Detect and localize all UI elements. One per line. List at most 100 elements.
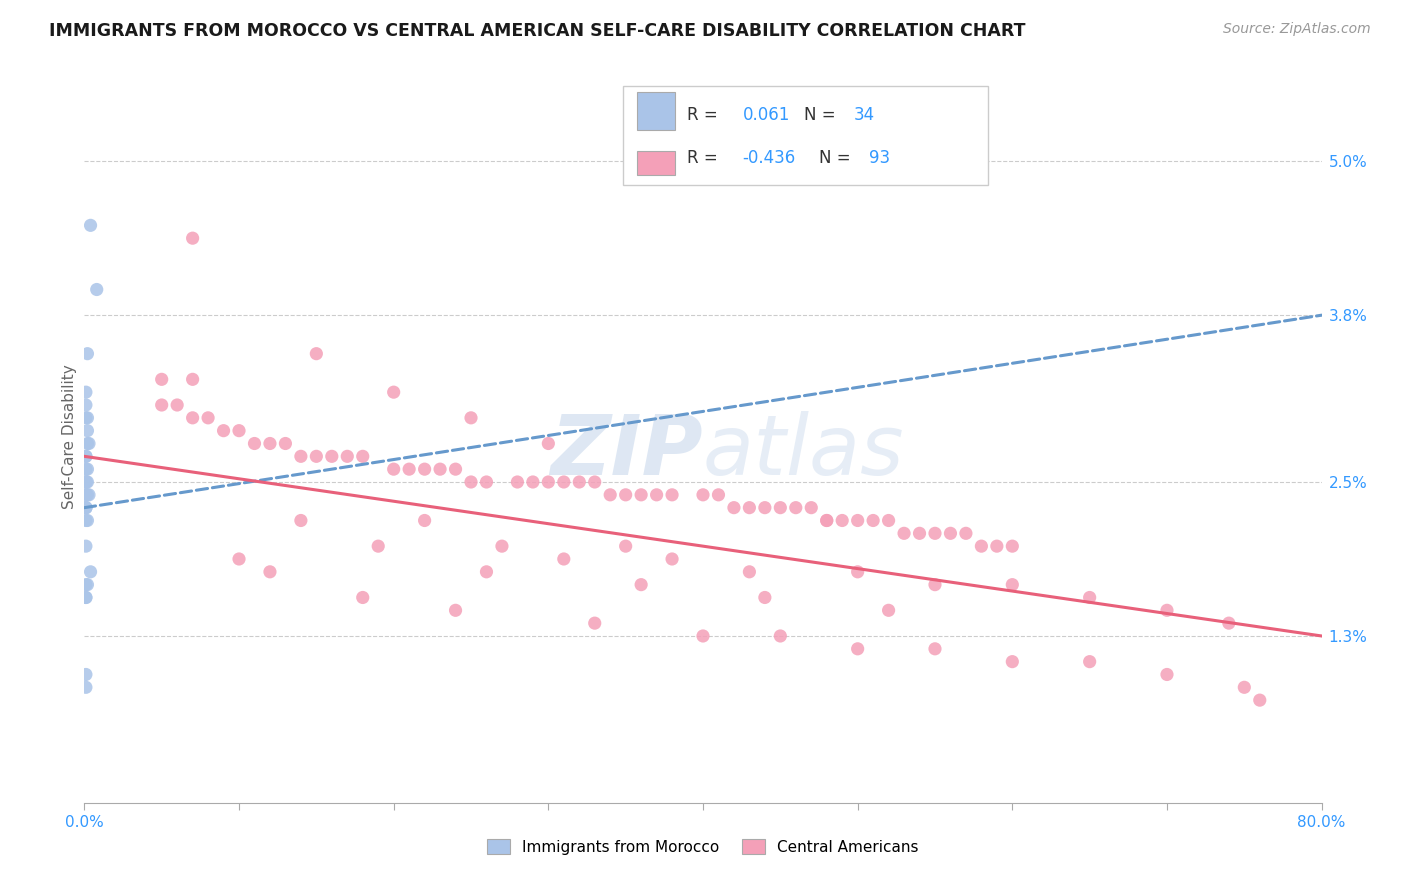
Point bbox=[475, 475, 498, 489]
Legend: Immigrants from Morocco, Central Americans: Immigrants from Morocco, Central America… bbox=[481, 833, 925, 861]
Point bbox=[769, 500, 792, 515]
Point bbox=[599, 488, 621, 502]
Point bbox=[181, 410, 204, 425]
Point bbox=[75, 450, 97, 464]
Point bbox=[924, 577, 946, 591]
Point bbox=[568, 475, 591, 489]
Point bbox=[846, 565, 869, 579]
Point bbox=[506, 475, 529, 489]
Point bbox=[382, 462, 405, 476]
Point bbox=[707, 488, 730, 502]
Point bbox=[367, 539, 389, 553]
Point bbox=[862, 514, 884, 528]
FancyBboxPatch shape bbox=[637, 93, 675, 130]
Point bbox=[1156, 603, 1178, 617]
Point bbox=[986, 539, 1008, 553]
Point bbox=[583, 616, 606, 631]
Point bbox=[75, 500, 97, 515]
Point bbox=[491, 539, 513, 553]
Point bbox=[1249, 693, 1271, 707]
Point bbox=[228, 552, 250, 566]
Point bbox=[75, 450, 97, 464]
Point bbox=[785, 500, 807, 515]
Point bbox=[212, 424, 235, 438]
Text: 0.061: 0.061 bbox=[742, 106, 790, 124]
Point bbox=[908, 526, 931, 541]
Point bbox=[877, 603, 900, 617]
Point bbox=[645, 488, 668, 502]
Point bbox=[76, 514, 98, 528]
Point bbox=[630, 577, 652, 591]
Point bbox=[924, 641, 946, 656]
Point bbox=[382, 385, 405, 400]
Point bbox=[661, 488, 683, 502]
Point bbox=[75, 577, 97, 591]
Point bbox=[274, 436, 297, 450]
Text: ZIP: ZIP bbox=[550, 411, 703, 492]
Text: -0.436: -0.436 bbox=[742, 149, 796, 167]
Point bbox=[630, 488, 652, 502]
Point bbox=[738, 565, 761, 579]
Point bbox=[614, 488, 637, 502]
Point bbox=[181, 231, 204, 245]
Point bbox=[352, 591, 374, 605]
Point bbox=[754, 591, 776, 605]
Point bbox=[77, 436, 100, 450]
Point bbox=[970, 539, 993, 553]
Point bbox=[243, 436, 266, 450]
Point bbox=[553, 475, 575, 489]
Point bbox=[75, 591, 97, 605]
Point bbox=[955, 526, 977, 541]
Text: N =: N = bbox=[820, 149, 851, 167]
Point bbox=[846, 514, 869, 528]
Point bbox=[1156, 667, 1178, 681]
Point bbox=[413, 514, 436, 528]
Y-axis label: Self-Care Disability: Self-Care Disability bbox=[62, 365, 77, 509]
Text: N =: N = bbox=[804, 106, 837, 124]
Point bbox=[76, 424, 98, 438]
Point bbox=[75, 500, 97, 515]
Point bbox=[259, 436, 281, 450]
Point bbox=[86, 283, 108, 297]
Point bbox=[692, 629, 714, 643]
Point bbox=[475, 565, 498, 579]
Point bbox=[75, 539, 97, 553]
Text: R =: R = bbox=[688, 149, 717, 167]
Point bbox=[1078, 655, 1101, 669]
Point bbox=[75, 475, 97, 489]
Point bbox=[537, 475, 560, 489]
Text: IMMIGRANTS FROM MOROCCO VS CENTRAL AMERICAN SELF-CARE DISABILITY CORRELATION CHA: IMMIGRANTS FROM MOROCCO VS CENTRAL AMERI… bbox=[49, 22, 1026, 40]
Point bbox=[76, 346, 98, 360]
Point bbox=[76, 475, 98, 489]
Point bbox=[79, 219, 101, 233]
Point bbox=[75, 514, 97, 528]
Text: R =: R = bbox=[688, 106, 717, 124]
Point bbox=[76, 410, 98, 425]
Point bbox=[228, 424, 250, 438]
Point bbox=[723, 500, 745, 515]
Point bbox=[150, 372, 173, 386]
Point bbox=[75, 667, 97, 681]
Point bbox=[75, 475, 97, 489]
Point bbox=[352, 450, 374, 464]
Point bbox=[290, 450, 312, 464]
Point bbox=[769, 629, 792, 643]
Point bbox=[75, 475, 97, 489]
Point bbox=[444, 462, 467, 476]
Point bbox=[661, 552, 683, 566]
Point bbox=[75, 462, 97, 476]
Point bbox=[738, 500, 761, 515]
Point bbox=[831, 514, 853, 528]
Point bbox=[77, 488, 100, 502]
Point bbox=[1001, 655, 1024, 669]
Point bbox=[1218, 616, 1240, 631]
Point bbox=[150, 398, 173, 412]
Point bbox=[75, 500, 97, 515]
Point bbox=[754, 500, 776, 515]
Text: atlas: atlas bbox=[703, 411, 904, 492]
Point bbox=[75, 398, 97, 412]
Point bbox=[1233, 681, 1256, 695]
Point bbox=[429, 462, 451, 476]
Point bbox=[939, 526, 962, 541]
Point bbox=[75, 488, 97, 502]
